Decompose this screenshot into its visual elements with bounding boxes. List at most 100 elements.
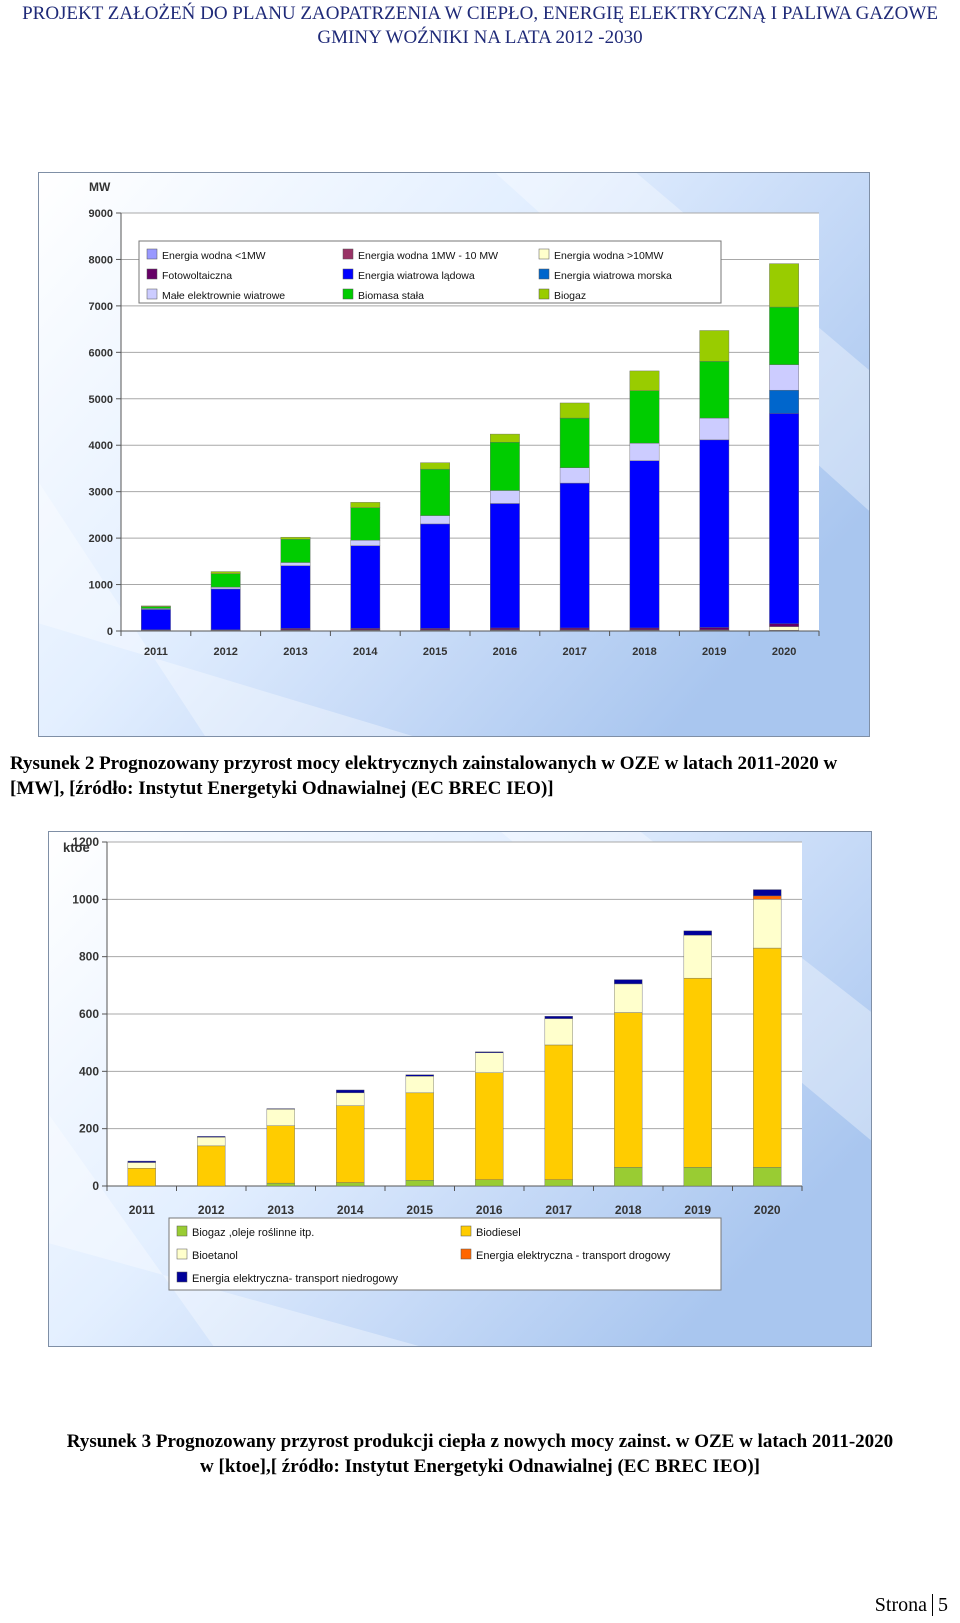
bar-segment-2019-0 <box>683 1167 712 1187</box>
bar-segment-2013-0 <box>266 1182 295 1187</box>
bar-segment-2016-2 <box>475 1052 504 1073</box>
x-tick-label: 2011 <box>144 646 168 658</box>
bar-segment-2020-3 <box>753 895 782 900</box>
y-tick-label: 3000 <box>89 487 113 499</box>
chart-decor-band <box>39 482 413 736</box>
y-tick-label: 0 <box>107 626 113 638</box>
y-tick-label: 7000 <box>89 301 113 313</box>
legend-swatch <box>538 248 550 260</box>
bar-segment-2011-2 <box>127 1162 156 1169</box>
bar-segment-2018-0 <box>614 1167 643 1187</box>
page-footer: Strona 5 <box>875 1594 948 1617</box>
bar-segment-2018-8 <box>629 370 660 391</box>
x-tick-label: 2017 <box>545 1203 572 1217</box>
bar-segment-2019-1 <box>683 977 712 1168</box>
x-tick-label: 2020 <box>754 1203 781 1217</box>
legend-label: Biogaz <box>554 290 586 302</box>
x-tick-label: 2018 <box>615 1203 642 1217</box>
bar-segment-2014-3 <box>350 628 381 631</box>
legend-label: Energia elektryczna - transport drogowy <box>476 1250 671 1262</box>
bar-segment-2014-8 <box>350 502 381 508</box>
legend-label: Biodiesel <box>476 1227 521 1239</box>
legend-swatch <box>342 248 354 260</box>
bar-segment-2017-6 <box>559 467 590 484</box>
bar-segment-2017-3 <box>559 627 590 631</box>
bar-segment-2015-3 <box>420 628 450 631</box>
y-tick-label: 800 <box>79 950 99 964</box>
bar-segment-2011-1 <box>127 1168 156 1187</box>
x-tick-label: 2018 <box>632 646 656 658</box>
bar-segment-2013-1 <box>266 1125 295 1184</box>
x-tick-label: 2016 <box>493 646 517 658</box>
bar-segment-2020-2 <box>753 899 782 949</box>
bar-segment-2011-4 <box>141 609 171 631</box>
bar-segment-2012-7 <box>210 573 241 588</box>
bar-segment-2020-7 <box>769 306 799 365</box>
bar-segment-2020-4 <box>769 413 799 625</box>
y-tick-label: 1000 <box>89 580 113 592</box>
bar-segment-2020-1 <box>753 947 782 1168</box>
y-tick-label: 400 <box>79 1064 99 1078</box>
legend-swatch <box>176 1248 188 1260</box>
y-axis-label: ktoe <box>63 840 90 855</box>
x-tick-label: 2016 <box>476 1203 503 1217</box>
bar-segment-2016-7 <box>490 442 520 491</box>
x-tick-label: 2019 <box>684 1203 711 1217</box>
x-tick-label: 2013 <box>267 1203 294 1217</box>
legend-label: Bioetanol <box>192 1250 238 1262</box>
x-tick-label: 2019 <box>702 646 726 658</box>
bar-segment-2018-4 <box>629 460 660 629</box>
bar-segment-2018-4 <box>614 979 643 985</box>
document-header: PROJEKT ZAŁOŻEŃ DO PLANU ZAOPATRZENIA W … <box>0 2 960 50</box>
bar-segment-2014-4 <box>336 1089 365 1094</box>
bar-segment-2011-7 <box>141 606 171 609</box>
legend-label: Biomasa stała <box>358 290 424 302</box>
bar-segment-2020-0 <box>753 1167 782 1187</box>
y-tick-label: 6000 <box>89 347 113 359</box>
legend-swatch <box>146 268 158 280</box>
bar-segment-2016-6 <box>490 490 520 504</box>
y-tick-label: 1200 <box>72 835 99 849</box>
y-tick-label: 4000 <box>89 440 113 452</box>
bar-segment-2011-4 <box>127 1160 156 1163</box>
bar-segment-2020-5 <box>769 389 799 414</box>
bar-segment-2019-8 <box>699 330 730 362</box>
footer-label: Strona <box>874 1594 927 1616</box>
bar-segment-2014-7 <box>350 507 381 541</box>
bar-segment-2012-4 <box>197 1136 226 1138</box>
bar-segment-2013-4 <box>266 1108 295 1110</box>
bar-segment-2015-7 <box>420 468 450 516</box>
bar-segment-2014-1 <box>336 1105 365 1183</box>
bar-segment-2013-6 <box>280 562 311 566</box>
legend-swatch <box>342 288 354 300</box>
bar-segment-2019-4 <box>683 930 712 936</box>
bar-segment-2015-4 <box>420 523 450 629</box>
legend-swatch <box>460 1248 472 1260</box>
x-tick-label: 2011 <box>129 1203 155 1217</box>
legend-label: Małe elektrownie wiatrowe <box>162 290 285 302</box>
bar-segment-2017-1 <box>544 1044 573 1180</box>
bar-segment-2015-4 <box>405 1074 434 1077</box>
x-tick-label: 2013 <box>283 646 307 658</box>
legend-label: Energia wiatrowa lądowa <box>358 270 475 282</box>
legend-label: Biogaz ,oleje roślinne itp. <box>192 1227 314 1239</box>
bar-segment-2018-1 <box>614 1012 643 1168</box>
bar-segment-2019-6 <box>699 417 730 441</box>
bar-segment-2020-4 <box>753 889 782 897</box>
legend-label: Energia wiatrowa morska <box>554 270 672 282</box>
bar-segment-2015-1 <box>405 1092 434 1181</box>
legend-label: Energia wodna >10MW <box>554 250 664 262</box>
bar-segment-2012-4 <box>210 588 241 631</box>
bar-segment-2016-8 <box>490 433 520 443</box>
chart-installed-power: 0 1000 2000 3000 4000 5000 6000 7000 8000 9000 MW 2… <box>38 172 870 737</box>
bar-segment-2016-1 <box>475 1072 504 1180</box>
bar-segment-2014-4 <box>350 545 381 629</box>
x-tick-label: 2012 <box>213 646 237 658</box>
x-tick-label: 2015 <box>423 646 447 658</box>
y-tick-label: 200 <box>79 1122 99 1136</box>
bar-segment-2012-6 <box>210 586 241 590</box>
y-tick-label: 8000 <box>89 254 113 266</box>
bar-segment-2016-0 <box>475 1179 504 1187</box>
bar-segment-2019-2 <box>683 934 712 979</box>
